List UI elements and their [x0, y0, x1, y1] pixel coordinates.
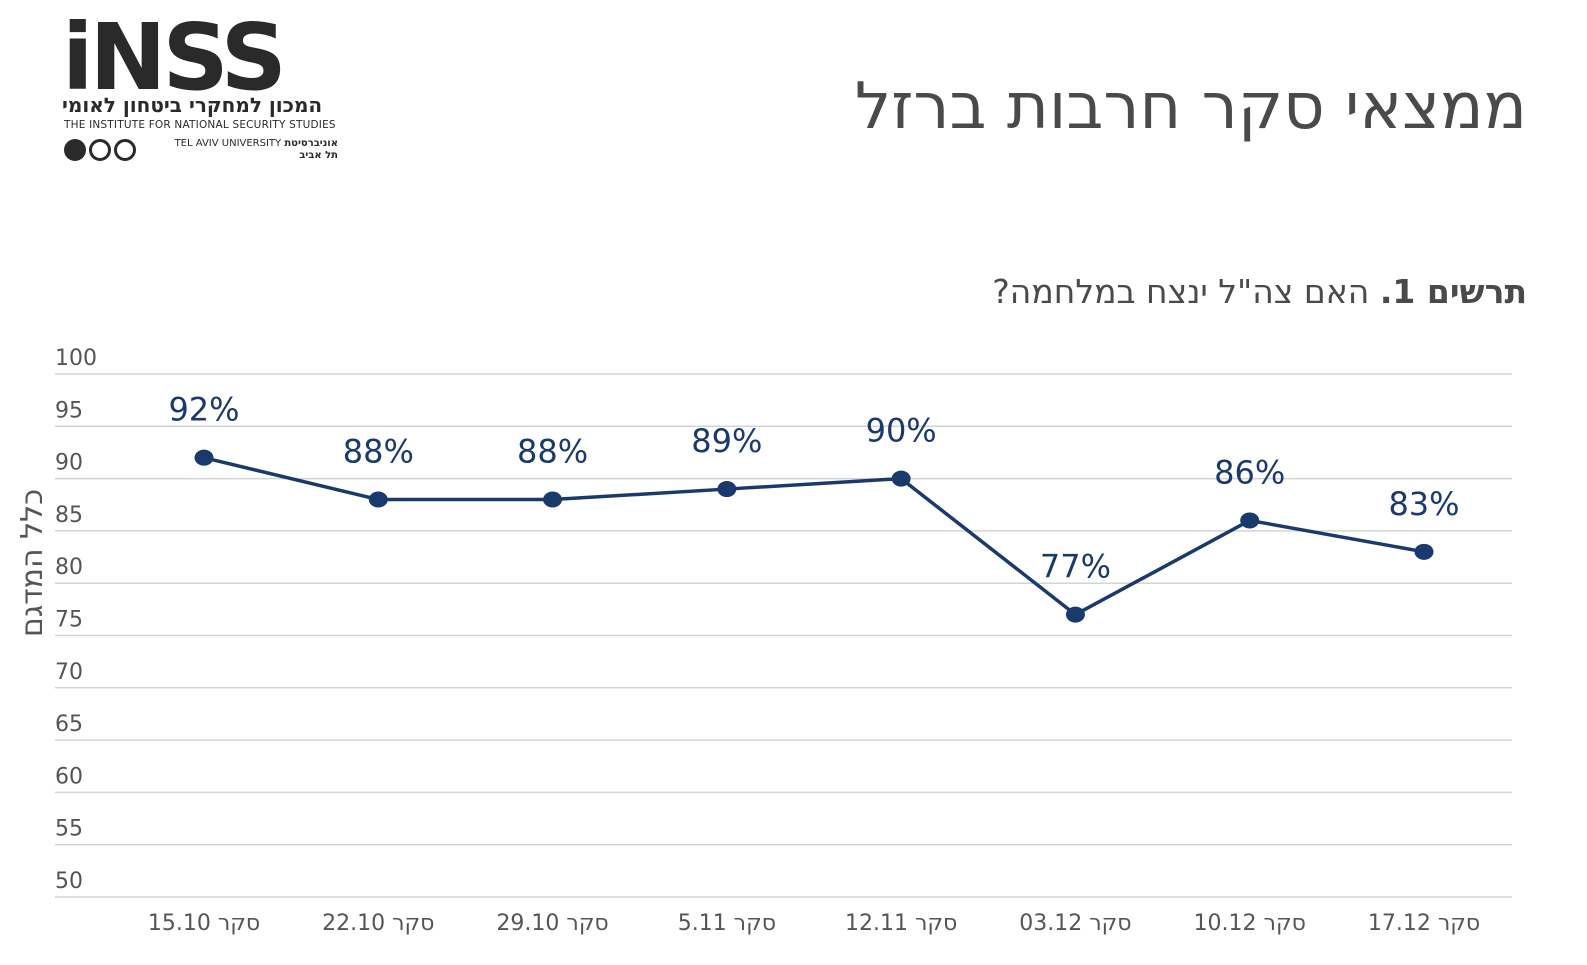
data-label: 86%: [1214, 453, 1285, 491]
series-line-layer: [203, 455, 1425, 617]
figure-question: האם צה"ל ינצח במלחמה?: [992, 272, 1370, 311]
data-label: 77%: [1040, 548, 1111, 586]
data-point: [368, 491, 388, 508]
x-tick-label: סקר 29.10: [496, 911, 608, 936]
grid-layer: [55, 373, 1512, 898]
page-title: ממצאי סקר חרבות ברזל: [854, 70, 1527, 144]
data-point: [194, 449, 214, 466]
y-tick-label: 95: [55, 398, 83, 423]
figure-caption: תרשים 1. האם צה"ל ינצח במלחמה?: [992, 272, 1527, 311]
data-label: 90%: [866, 412, 937, 450]
data-label: 88%: [343, 433, 414, 471]
data-point: [717, 481, 737, 498]
data-point: [1065, 606, 1085, 623]
logo-university-he-2: תל אביב: [299, 150, 338, 161]
figure-label: תרשים 1.: [1379, 272, 1527, 311]
data-point: [891, 470, 911, 487]
data-label: 88%: [517, 433, 588, 471]
logo-circles-icon: [64, 139, 136, 161]
x-tick-label: סקר 10.12: [1194, 911, 1306, 936]
y-tick-labels: 100 95 90 85 80 75 70 65 60 55 50: [55, 346, 97, 894]
x-tick-label: סקר 17.12: [1368, 911, 1480, 936]
y-tick-label: 50: [55, 869, 83, 894]
y-tick-label: 100: [55, 346, 97, 371]
data-label: 89%: [691, 422, 762, 460]
logo-university: TEL AVIV UNIVERSITY אוניברסיטת תל אביב: [175, 138, 338, 162]
logo-mark: iNSS: [62, 4, 287, 111]
x-tick-labels: סקר 15.10 סקר 22.10 סקר 29.10 סקר 5.11 סקר 1…: [148, 911, 1480, 936]
y-tick-label: 60: [55, 764, 83, 789]
logo-university-en: TEL AVIV UNIVERSITY: [174, 138, 282, 149]
y-tick-label: 55: [55, 817, 83, 842]
x-tick-label: סקר 12.11: [845, 911, 957, 936]
x-tick-label: סקר 03.12: [1019, 911, 1131, 936]
x-tick-label: סקר 22.10: [322, 911, 434, 936]
logo-university-he-1: אוניברסיטת: [284, 138, 338, 149]
inss-logo: iNSS המכון למחקרי ביטחון לאומי THE INSTI…: [62, 4, 342, 163]
y-axis-label: כלל המדגם: [15, 489, 50, 637]
y-tick-label: 80: [55, 555, 83, 580]
data-point: [1414, 543, 1434, 560]
x-tick-label: סקר 5.11: [678, 911, 776, 936]
points-layer: [194, 449, 1434, 623]
logo-english-name: THE INSTITUTE FOR NATIONAL SECURITY STUD…: [64, 119, 336, 131]
series-line: [203, 455, 1425, 617]
data-label: 83%: [1388, 485, 1459, 523]
y-tick-label: 75: [55, 608, 83, 633]
logo-hebrew-name: המכון למחקרי ביטחון לאומי: [62, 93, 323, 117]
y-tick-label: 65: [55, 712, 83, 737]
data-label: 92%: [168, 391, 239, 429]
y-tick-label: 70: [55, 660, 83, 685]
data-point: [1240, 512, 1260, 529]
x-tick-label: סקר 15.10: [148, 911, 260, 936]
y-tick-label: 90: [55, 451, 83, 476]
y-tick-label: 85: [55, 503, 83, 528]
data-point: [543, 491, 563, 508]
data-labels-layer: 92% 88% 88% 89% 90% 77% 86% 83%: [168, 391, 1459, 586]
